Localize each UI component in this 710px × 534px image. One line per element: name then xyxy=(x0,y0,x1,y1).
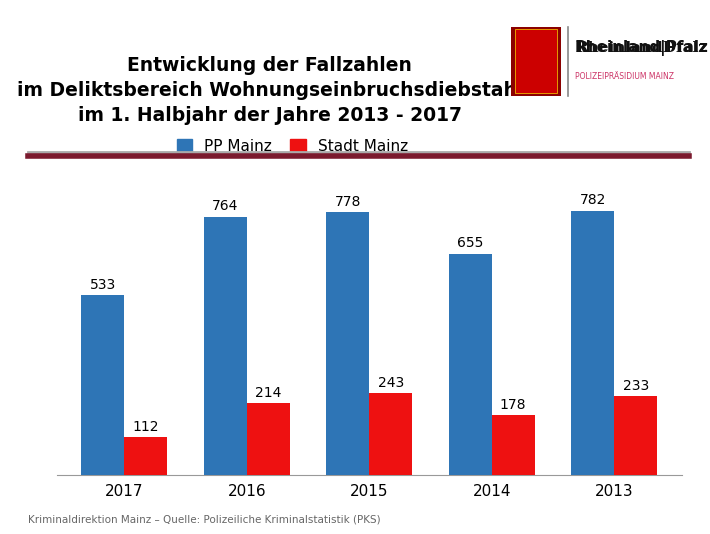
Bar xyxy=(327,212,369,475)
Text: Entwicklung der Fallzahlen
im Deliktsbereich Wohnungseinbruchsdiebstahl
im 1. Ha: Entwicklung der Fallzahlen im Deliktsber… xyxy=(16,56,523,125)
Text: 243: 243 xyxy=(378,376,404,390)
Text: 533: 533 xyxy=(89,278,116,292)
Text: Rheinland|Pfalz: Rheinland|Pfalz xyxy=(575,40,709,56)
Text: 214: 214 xyxy=(255,386,281,399)
Legend: PP Mainz, Stadt Mainz: PP Mainz, Stadt Mainz xyxy=(177,139,408,154)
Text: 655: 655 xyxy=(457,237,484,250)
Text: POLIZEIPRÄSIDIUM MAINZ: POLIZEIPRÄSIDIUM MAINZ xyxy=(575,72,674,81)
Bar xyxy=(82,295,124,475)
Text: 112: 112 xyxy=(132,420,159,434)
Bar xyxy=(204,217,246,475)
Text: 782: 782 xyxy=(579,193,606,207)
Text: 178: 178 xyxy=(500,398,526,412)
Bar xyxy=(614,396,657,475)
Text: 778: 778 xyxy=(334,195,361,209)
Text: 764: 764 xyxy=(212,200,239,214)
Text: Kriminaldirektion Mainz – Quelle: Polizeiliche Kriminalstatistik (PKS): Kriminaldirektion Mainz – Quelle: Polize… xyxy=(28,514,381,524)
Bar xyxy=(124,437,167,475)
Text: 233: 233 xyxy=(623,379,649,393)
Bar xyxy=(449,254,492,475)
Text: RheinlandDfalz: RheinlandDfalz xyxy=(575,41,707,54)
Bar xyxy=(246,403,290,475)
Bar xyxy=(572,211,614,475)
Bar xyxy=(369,393,412,475)
Bar xyxy=(492,415,535,475)
